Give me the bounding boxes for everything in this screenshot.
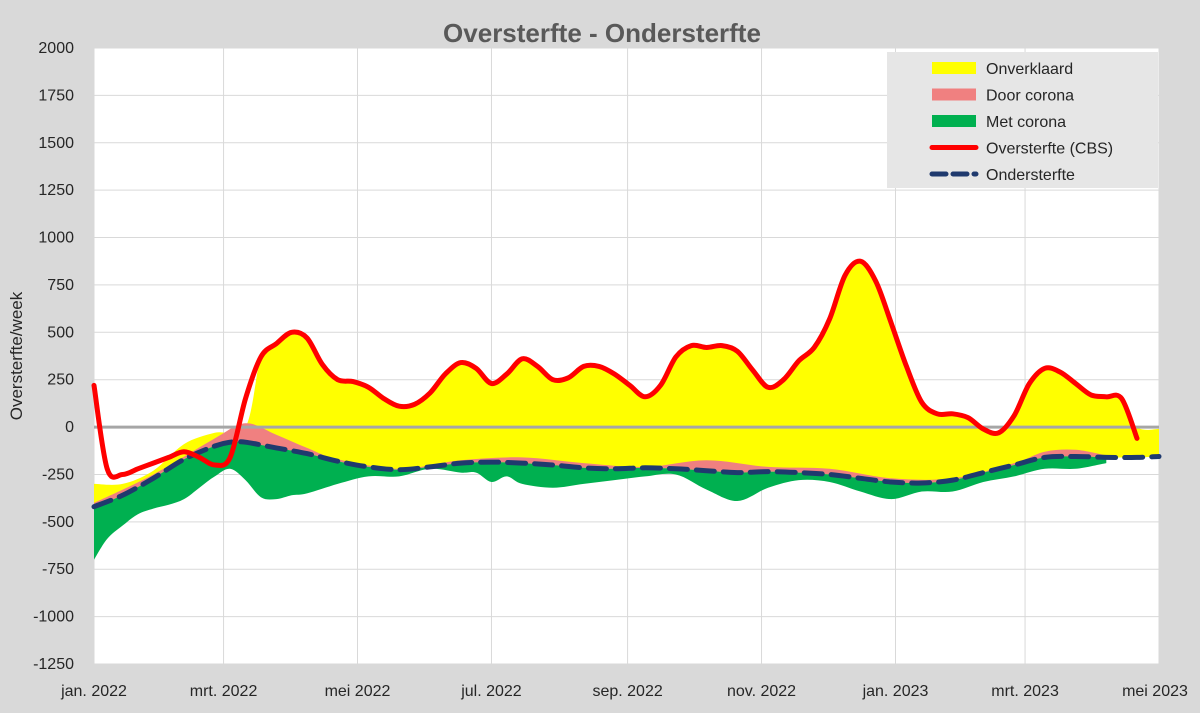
y-axis-ticks: 2000 1750 1500 1250 1000 750 500 250 0 -250 -500 -7… — [33, 40, 74, 673]
x-tick-label: jan. 2022 — [60, 683, 127, 700]
y-tick-label: 1750 — [38, 87, 74, 104]
legend-item: Door corona — [932, 88, 1074, 105]
legend-label: Oversterfte (CBS) — [986, 141, 1113, 158]
legend-item: Ondersterfte — [929, 167, 1075, 184]
legend-swatch — [932, 62, 976, 74]
y-tick-label: -250 — [42, 466, 74, 483]
legend-item: Onverklaard — [932, 61, 1073, 78]
legend-label: Met corona — [986, 114, 1066, 131]
y-tick-label: 2000 — [38, 40, 74, 57]
x-tick-label: sep. 2022 — [592, 683, 662, 700]
x-tick-label: jul. 2022 — [460, 683, 522, 700]
area-door-corona — [94, 423, 1107, 507]
grid-lines — [93, 47, 1160, 665]
legend-label: Ondersterfte — [986, 167, 1075, 184]
y-tick-label: -750 — [42, 561, 74, 578]
chart-title: Oversterfte - Ondersterfte — [443, 18, 761, 48]
legend-item: Met corona — [932, 114, 1066, 131]
y-tick-label: 500 — [47, 324, 74, 341]
x-tick-label: mei 2023 — [1122, 683, 1188, 700]
x-axis-ticks: jan. 2022 mrt. 2022 mei 2022 jul. 2022 sep. … — [60, 683, 1188, 700]
y-tick-label: 750 — [47, 277, 74, 294]
y-tick-label: 250 — [47, 372, 74, 389]
x-tick-label: nov. 2022 — [727, 683, 796, 700]
x-tick-label: mrt. 2023 — [991, 683, 1059, 700]
x-tick-label: mrt. 2022 — [190, 683, 258, 700]
x-tick-label: jan. 2023 — [862, 683, 929, 700]
y-tick-label: 1250 — [38, 182, 74, 199]
legend-swatch — [932, 115, 976, 127]
line-oversterfte-cbs — [91, 258, 1140, 480]
x-tick-label: mei 2022 — [325, 683, 391, 700]
y-axis-label: Oversterfte/week — [7, 291, 26, 420]
legend-swatch — [932, 88, 976, 101]
legend: Onverklaard Door corona Met corona Overster… — [887, 52, 1158, 188]
area-met-corona — [94, 441, 1107, 560]
legend-label: Door corona — [986, 88, 1074, 105]
line-series — [91, 258, 1162, 510]
y-tick-label: -1000 — [33, 609, 74, 626]
y-tick-label: 1000 — [38, 230, 74, 247]
legend-item: Oversterfte (CBS) — [929, 141, 1113, 158]
y-tick-label: -500 — [42, 514, 74, 531]
y-tick-label: 1500 — [38, 135, 74, 152]
y-tick-label: 0 — [65, 419, 74, 436]
legend-label: Onverklaard — [986, 61, 1073, 78]
y-tick-label: -1250 — [33, 656, 74, 673]
line-ondersterfte — [91, 439, 1162, 510]
